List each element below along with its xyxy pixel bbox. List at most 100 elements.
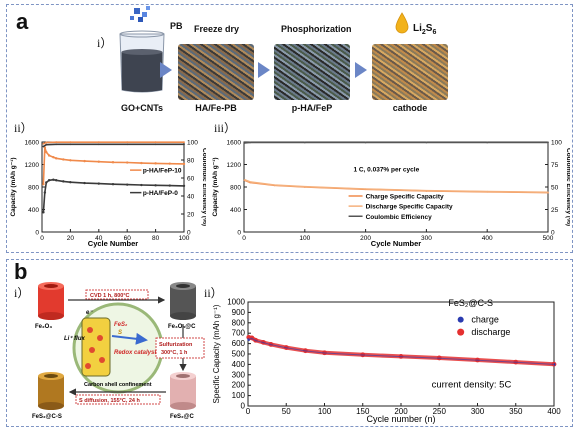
y-tick-label: 0 xyxy=(35,230,39,237)
x-axis-label: Cycle Number xyxy=(371,239,422,248)
data-point xyxy=(43,191,47,194)
data-point xyxy=(126,183,129,186)
data-point xyxy=(69,181,72,184)
caption-cathode: cathode xyxy=(392,103,428,113)
data-point xyxy=(97,182,101,185)
y-tick-label: 400 xyxy=(28,207,39,214)
data-point xyxy=(154,141,157,144)
y-tick-label: 900 xyxy=(232,308,246,317)
legend-title: FeS₂@C-S xyxy=(448,298,493,308)
x-tick-label: 500 xyxy=(543,235,554,242)
y-tick-label: 800 xyxy=(232,318,246,327)
data-point xyxy=(249,181,251,183)
y-tick-label: 1600 xyxy=(25,140,40,147)
data-point xyxy=(69,143,72,146)
droplet-icon xyxy=(395,12,409,34)
cvd-label: CVD 1 h, 800°C xyxy=(90,293,130,299)
fes2-inner-label: FeS₂ xyxy=(114,322,128,328)
x-tick-label: 0 xyxy=(246,407,251,416)
data-point xyxy=(69,159,72,162)
x-tick-label: 60 xyxy=(124,235,132,242)
data-point xyxy=(45,141,48,144)
y2-tick-label: 0 xyxy=(187,230,191,237)
data-point xyxy=(365,188,367,190)
data-point xyxy=(425,190,427,192)
y-tick-label: 500 xyxy=(232,350,246,359)
p-ha-fep-material xyxy=(274,44,350,100)
arrow-1 xyxy=(160,62,172,78)
data-point xyxy=(140,183,143,187)
charge-line xyxy=(248,337,555,365)
y-tick-label: 400 xyxy=(230,207,241,214)
data-point xyxy=(303,141,306,144)
legend-charge: charge xyxy=(471,315,499,325)
panel-a-label: a xyxy=(16,9,29,34)
data-point xyxy=(486,190,488,193)
x-tick-label: 20 xyxy=(67,235,75,242)
series-line-p-ha-fep-10 xyxy=(42,147,185,185)
data-point xyxy=(97,141,100,144)
data-point xyxy=(83,159,86,163)
y2-tick-label: 50 xyxy=(551,185,559,192)
y2-axis-label: Coulombic Efficiency (%) xyxy=(201,148,206,226)
data-point xyxy=(182,184,186,188)
data-point xyxy=(249,141,251,144)
sulfurization-condition: 300°C, 1 h xyxy=(161,350,188,356)
fes2c-s-label: FeS₂@C-S xyxy=(32,414,62,420)
fes2c-cylinder xyxy=(170,372,196,410)
data-point xyxy=(154,162,157,165)
caption-p-ha-fep: p-HA/FeP xyxy=(291,103,333,113)
y2-axis-label: Coulombic Efficiency (%) xyxy=(565,148,570,226)
data-point xyxy=(547,191,549,193)
y-tick-label: 100 xyxy=(232,391,246,400)
data-point xyxy=(52,178,55,181)
legend-entry: Charge Specific Capacity xyxy=(366,194,444,201)
caption-go-cnts: GO+CNTs xyxy=(120,103,164,113)
data-point xyxy=(52,155,55,159)
data-point xyxy=(47,154,51,157)
panel-a-sub-ii: ii） xyxy=(14,121,33,135)
y-tick-label: 400 xyxy=(232,360,246,369)
legend-charge-marker xyxy=(457,316,464,323)
x-axis-label: Cycle Number xyxy=(88,239,139,248)
legend-p-ha-fep-0: p-HA/FeP-0 xyxy=(143,190,178,197)
x-tick-label: 300 xyxy=(471,407,485,416)
chart-b-ii: 0 50 100 150 200 250 300 350 4000100200300400500… xyxy=(212,298,561,425)
x-tick-label: 100 xyxy=(299,235,310,242)
data-point xyxy=(111,161,115,164)
x-tick-label: 250 xyxy=(433,407,447,416)
synthesis-scheme: Fe₂O₃ Fe₃O₄@C FeS₂@C-S FeS₂@C CVD 1 h, 8… xyxy=(32,282,205,420)
series-line-p-ha-fep-0 xyxy=(42,178,185,213)
data-point xyxy=(42,211,45,214)
x-tick-label: 200 xyxy=(360,235,371,242)
data-point xyxy=(126,141,129,144)
ha-fe-pb-material xyxy=(178,44,254,100)
chart-annotation: current density: 5C xyxy=(432,379,512,390)
y-axis-label: Capacity (mAh g⁻¹) xyxy=(212,157,219,216)
panel-b-sub-i: i） xyxy=(14,286,30,300)
fe2o3-label: Fe₂O₃ xyxy=(35,324,52,330)
legend-entry: Discharge Specific Capacity xyxy=(366,204,453,211)
y2-tick-label: 75 xyxy=(551,162,559,169)
sulfurization-label: Sulfurization xyxy=(159,342,193,348)
data-point xyxy=(97,160,101,163)
arrow-3 xyxy=(355,62,367,78)
data-point xyxy=(547,141,549,144)
data-point xyxy=(43,146,47,149)
x-tick-label: 100 xyxy=(318,407,332,416)
x-tick-label: 100 xyxy=(179,235,190,242)
data-point xyxy=(140,161,143,165)
fe2o3-cylinder xyxy=(38,282,64,320)
data-point xyxy=(243,142,246,144)
data-point xyxy=(183,141,185,144)
freeze-dry-label: Freeze dry xyxy=(194,24,240,34)
s-diffusion-label: S diffusion, 155°C, 24 h xyxy=(79,398,141,404)
data-point xyxy=(62,180,65,183)
data-point xyxy=(55,141,58,144)
panel-b-sub-ii: ii） xyxy=(204,286,223,300)
data-point xyxy=(486,141,489,144)
y2-tick-label: 25 xyxy=(551,207,559,214)
y-tick-label: 0 xyxy=(241,402,246,411)
data-point xyxy=(45,143,48,146)
data-point xyxy=(55,157,58,160)
